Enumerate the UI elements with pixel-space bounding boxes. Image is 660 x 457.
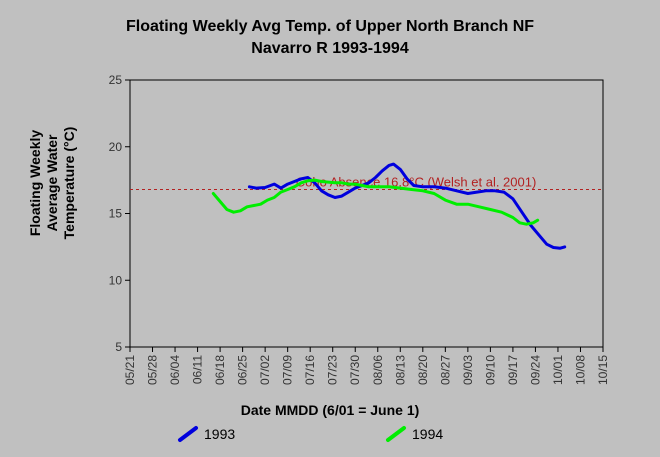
y-tick-label: 25 <box>109 73 123 87</box>
legend-label-1994: 1994 <box>412 426 443 442</box>
x-axis-title: Date MMDD (6/01 = June 1) <box>241 402 420 418</box>
series-line-1993 <box>247 162 567 250</box>
x-tick-label: 07/30 <box>348 355 362 385</box>
y-axis: 5 10 15 20 25 <box>109 73 130 354</box>
x-tick-label: 10/15 <box>596 355 610 385</box>
x-tick-label: 08/27 <box>438 355 452 385</box>
x-tick-label: 10/01 <box>551 355 565 385</box>
x-tick-label: 07/16 <box>303 355 317 385</box>
x-tick-label: 08/20 <box>416 355 430 385</box>
y-axis-title-line2: Average Water <box>44 134 60 232</box>
x-tick-label: 10/08 <box>573 355 587 385</box>
legend: 1993 1994 <box>178 426 443 442</box>
x-tick-label: 09/10 <box>483 355 497 385</box>
y-axis-title-line1: Floating Weekly <box>27 130 43 237</box>
chart-title-line1: Floating Weekly Avg Temp. of Upper North… <box>126 18 534 35</box>
x-tick-label: 06/04 <box>168 355 182 385</box>
legend-label-1993: 1993 <box>204 426 235 442</box>
y-axis-title: Floating Weekly Average Water Temperatur… <box>27 127 77 240</box>
x-tick-label: 08/13 <box>393 355 407 385</box>
x-tick-label: 06/25 <box>236 355 250 385</box>
x-tick-label: 09/17 <box>506 355 520 385</box>
y-tick-label: 5 <box>115 340 122 354</box>
x-tick-label: 06/18 <box>213 355 227 385</box>
y-tick-label: 15 <box>109 207 123 221</box>
x-tick-label: 05/21 <box>123 355 137 385</box>
x-tick-label: 08/06 <box>371 355 385 385</box>
legend-swatch-1993 <box>178 426 198 442</box>
series-group <box>211 162 567 250</box>
y-tick-label: 10 <box>109 273 123 287</box>
x-tick-label: 07/23 <box>326 355 340 385</box>
x-tick-label: 09/24 <box>528 355 542 385</box>
y-tick-label: 20 <box>109 140 123 154</box>
legend-swatch-1994 <box>386 426 406 442</box>
x-tick-label: 07/09 <box>281 355 295 385</box>
y-axis-title-line3: Temperature (°C) <box>61 127 77 240</box>
x-tick-label: 07/02 <box>258 355 272 385</box>
plot-area <box>129 79 604 348</box>
chart-title-line2: Navarro R 1993-1994 <box>251 40 409 57</box>
x-tick-label: 09/03 <box>461 355 475 385</box>
x-tick-label: 06/11 <box>191 355 205 384</box>
series-line-1994 <box>211 178 540 226</box>
x-axis: 05/21 05/28 06/04 06/11 06/18 06/25 07/02 07/09… <box>123 347 610 385</box>
x-tick-label: 05/28 <box>146 355 160 385</box>
